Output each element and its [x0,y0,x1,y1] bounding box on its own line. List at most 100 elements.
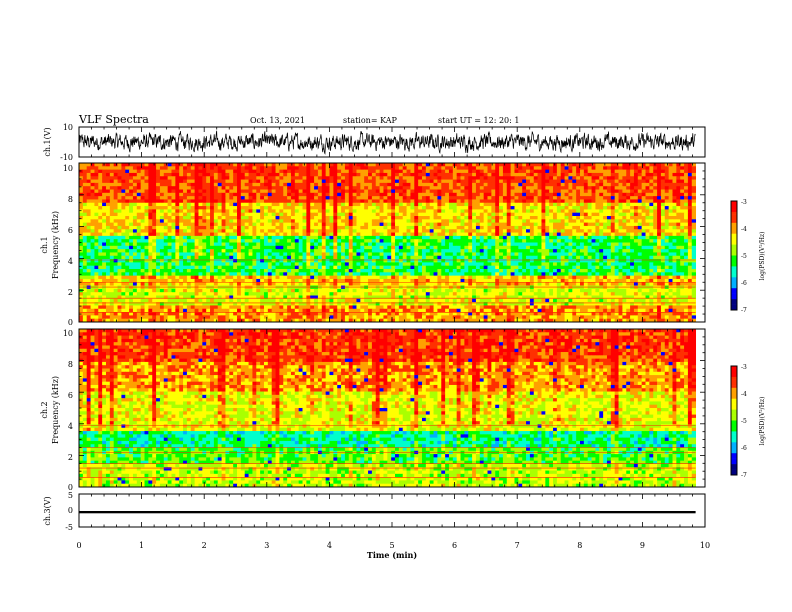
spectrogram-cell [518,262,523,267]
spectrogram-cell [680,189,685,194]
spectrogram-cell [364,209,369,214]
spectrogram-cell [684,252,689,257]
spectrogram-cell [152,259,157,263]
spectrogram-cell [364,245,369,250]
spectrogram-cell [244,163,249,167]
spectrogram-cell [553,262,558,267]
spectrogram-cell [287,232,292,237]
spectrogram-cell [271,239,276,243]
spectrogram-cell [360,199,365,204]
spectrogram-cell [549,186,554,190]
spectrogram-cell [321,232,327,237]
spectrogram-cell [244,242,249,247]
spectrogram-cell [410,186,415,190]
spectrogram-cell [564,239,569,243]
spectrogram-cell [213,225,219,230]
spectrogram-cell [314,232,319,237]
spectrogram-cell [433,179,438,184]
spectrogram-cell [132,206,138,210]
spectrogram-cell [479,219,485,224]
spectrogram-cell [206,186,211,190]
spectrogram-cell [90,179,95,184]
spectrogram-cell [549,196,554,200]
spectrogram-cell [325,225,330,230]
spectrogram-cell [190,232,196,237]
spectrogram-cell [633,255,639,260]
spectrogram-cell [344,249,350,253]
spectrogram-cell [676,179,681,184]
spectrogram-cell [90,229,95,233]
spectrogram-cell [518,179,523,184]
spectrogram-cell [279,169,284,174]
spectrogram-cell [560,262,565,267]
spectrogram-cell [136,259,142,263]
spectrogram-cell [287,192,292,197]
spectrogram-cell [190,212,196,217]
spectrogram-cell [109,252,115,257]
spectrogram-cell [302,235,307,240]
spectrogram-cell [210,235,215,240]
spectrogram-cell [533,219,538,224]
spectrogram-cell [664,259,670,263]
spectrogram-cell [198,179,203,184]
spectrogram-cell [580,245,585,250]
spectrogram-cell [657,196,662,200]
spectrogram-cell [514,176,519,180]
spectrogram-cell [495,225,500,230]
spectrogram-cell [664,163,670,167]
spectrogram-cell [229,176,234,180]
spectrogram-cell [668,222,673,227]
spectrogram-cell [606,222,612,227]
spectrogram-cell [90,196,95,200]
spectrogram-cell [233,222,238,227]
spectrogram-cell [410,172,415,177]
spectrogram-cell [637,242,643,247]
spectrogram-cell [287,222,292,227]
spectrogram-cell [433,199,438,204]
spectrogram-cell [368,169,373,174]
spectrogram-cell [94,179,99,184]
spectrogram-cell [94,232,99,237]
spectrogram-cell [287,216,292,220]
spectrogram-cell [645,222,650,227]
spectrogram-cell [375,245,380,250]
spectrogram-cell [564,229,569,233]
spectrogram-cell [325,255,330,260]
spectrogram-cell [595,182,600,187]
spectrogram-cell [263,192,269,197]
spectrogram-cell [421,232,427,237]
spectrogram-cell [491,229,496,233]
spectrogram-cell [452,249,458,253]
spectrogram-cell [383,163,388,167]
spectrogram-cell [290,169,296,174]
spectrogram-cell [421,209,427,214]
spectrogram-cell [109,186,115,190]
spectrogram-cell [549,239,554,243]
spectrogram-cell [626,225,631,230]
spectrogram-cell [645,182,650,187]
spectrogram-cell [680,219,685,224]
spectrogram-cell [691,209,697,214]
spectrogram-cell [221,235,226,240]
spectrogram-cell [98,259,103,263]
spectrogram-cell [298,229,303,233]
spectrogram-cell [79,196,84,200]
spectrogram-cell [98,222,103,227]
spectrogram-cell [441,196,446,200]
spectrogram-cell [152,199,157,204]
spectrogram-cell [333,222,338,227]
spectrogram-cell [263,166,269,171]
spectrogram-cell [82,245,88,250]
spectrogram-cell [344,186,350,190]
spectrogram-cell [564,212,569,217]
spectrogram-cell [314,229,319,233]
spectrogram-cell [572,189,577,194]
spectrogram-cell [109,202,115,207]
spectrogram-cell [672,202,677,207]
spectrogram-cell [603,202,608,207]
spectrogram-cell [117,255,122,260]
spectrogram-cell [175,219,180,224]
spectrogram-cell [125,229,130,233]
spectrogram-cell [626,232,631,237]
spectrogram-cell [649,186,654,190]
